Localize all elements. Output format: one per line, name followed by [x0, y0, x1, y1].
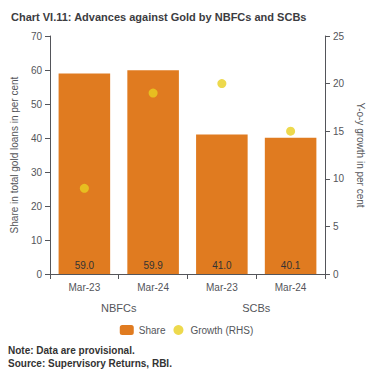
svg-text:Mar-23: Mar-23	[206, 282, 238, 293]
svg-text:Y-o-y growth in per cent: Y-o-y growth in per cent	[355, 102, 366, 207]
svg-text:40: 40	[31, 133, 43, 144]
svg-text:59.9: 59.9	[143, 260, 163, 271]
svg-text:Chart VI.11: Advances against: Chart VI.11: Advances against Gold by NB…	[11, 11, 306, 23]
svg-text:Share: Share	[139, 325, 166, 336]
svg-text:70: 70	[31, 31, 43, 42]
svg-text:Note: Data are provisional.: Note: Data are provisional.	[8, 345, 135, 356]
svg-text:SCBs: SCBs	[242, 302, 271, 314]
svg-text:59.0: 59.0	[75, 260, 95, 271]
svg-text:0: 0	[36, 269, 42, 280]
svg-text:Mar-24: Mar-24	[137, 282, 169, 293]
svg-text:20: 20	[31, 201, 43, 212]
svg-text:0: 0	[333, 269, 339, 280]
svg-text:50: 50	[31, 99, 43, 110]
svg-text:40.1: 40.1	[281, 260, 301, 271]
svg-text:41.0: 41.0	[212, 260, 232, 271]
svg-text:Growth (RHS): Growth (RHS)	[190, 325, 253, 336]
svg-text:Mar-24: Mar-24	[275, 282, 307, 293]
svg-text:20: 20	[333, 78, 345, 89]
svg-text:NBFCs: NBFCs	[101, 302, 137, 314]
svg-text:30: 30	[31, 167, 43, 178]
svg-text:Source: Supervisory Returns, R: Source: Supervisory Returns, RBI.	[8, 358, 172, 369]
svg-text:10: 10	[333, 173, 345, 184]
svg-text:Mar-23: Mar-23	[69, 282, 101, 293]
svg-text:Share in total gold loans in p: Share in total gold loans in per cent	[9, 76, 20, 233]
svg-text:25: 25	[333, 31, 345, 42]
svg-text:15: 15	[333, 126, 345, 137]
svg-text:5: 5	[333, 221, 339, 232]
svg-text:10: 10	[31, 235, 43, 246]
svg-text:60: 60	[31, 65, 43, 76]
